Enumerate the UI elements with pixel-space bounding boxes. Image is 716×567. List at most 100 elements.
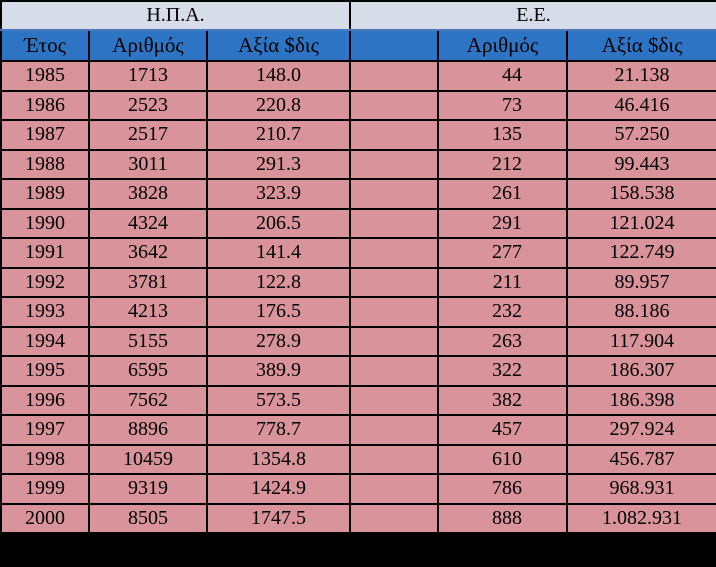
cell-year: 1999 bbox=[0, 473, 90, 505]
cell-usa-count: 2517 bbox=[88, 119, 208, 151]
mergers-table: Η.Π.Α. Ε.Ε. Έτος Αριθμός Αξία $δις Αριθμ… bbox=[0, 0, 716, 534]
header-spacer bbox=[349, 30, 440, 62]
cell-spacer bbox=[349, 207, 440, 239]
cell-spacer bbox=[349, 237, 440, 269]
header-usa-count: Αριθμός bbox=[88, 30, 208, 62]
cell-usa-value: 176.5 bbox=[205, 296, 352, 328]
header-eu-value: Αξία $δις bbox=[566, 30, 716, 62]
cell-usa-count: 3011 bbox=[88, 148, 208, 180]
table-row: 1991 3642 141.4 277 122.749 bbox=[0, 237, 716, 269]
cell-eu-value: 122.749 bbox=[566, 237, 716, 269]
cell-usa-value: 778.7 bbox=[205, 414, 352, 446]
column-header-row: Έτος Αριθμός Αξία $δις Αριθμός Αξία $δις bbox=[0, 30, 716, 62]
cell-spacer bbox=[349, 473, 440, 505]
cell-year: 1991 bbox=[0, 237, 90, 269]
cell-usa-value: 323.9 bbox=[205, 178, 352, 210]
cell-spacer bbox=[349, 414, 440, 446]
cell-usa-count: 4324 bbox=[88, 207, 208, 239]
cell-eu-value: 456.787 bbox=[566, 443, 716, 475]
cell-year: 1987 bbox=[0, 119, 90, 151]
cell-eu-value: 297.924 bbox=[566, 414, 716, 446]
cell-usa-value: 206.5 bbox=[205, 207, 352, 239]
cell-usa-count: 10459 bbox=[88, 443, 208, 475]
cell-year: 1992 bbox=[0, 266, 90, 298]
table-row: 1992 3781 122.8 211 89.957 bbox=[0, 266, 716, 298]
table-row: 1987 2517 210.7 135 57.250 bbox=[0, 119, 716, 151]
cell-year: 1989 bbox=[0, 178, 90, 210]
cell-eu-count: 135 bbox=[437, 119, 569, 151]
cell-eu-value: 186.307 bbox=[566, 355, 716, 387]
cell-usa-value: 278.9 bbox=[205, 325, 352, 357]
cell-usa-count: 8896 bbox=[88, 414, 208, 446]
cell-eu-value: 89.957 bbox=[566, 266, 716, 298]
cell-usa-count: 4213 bbox=[88, 296, 208, 328]
cell-eu-count: 457 bbox=[437, 414, 569, 446]
cell-spacer bbox=[349, 178, 440, 210]
cell-eu-count: 261 bbox=[437, 178, 569, 210]
cell-usa-count: 5155 bbox=[88, 325, 208, 357]
table-row: 1994 5155 278.9 263 117.904 bbox=[0, 325, 716, 357]
cell-usa-value: 220.8 bbox=[205, 89, 352, 121]
cell-usa-value: 1424.9 bbox=[205, 473, 352, 505]
group-eu: Ε.Ε. bbox=[349, 0, 716, 31]
cell-eu-value: 158.538 bbox=[566, 178, 716, 210]
cell-usa-value: 141.4 bbox=[205, 237, 352, 269]
cell-usa-count: 6595 bbox=[88, 355, 208, 387]
table-row: 1997 8896 778.7 457 297.924 bbox=[0, 414, 716, 446]
cell-spacer bbox=[349, 325, 440, 357]
cell-usa-count: 7562 bbox=[88, 384, 208, 416]
cell-usa-count: 1713 bbox=[88, 60, 208, 92]
cell-year: 1998 bbox=[0, 443, 90, 475]
cell-usa-value: 210.7 bbox=[205, 119, 352, 151]
cell-usa-count: 3642 bbox=[88, 237, 208, 269]
cell-year: 1986 bbox=[0, 89, 90, 121]
cell-eu-count: 610 bbox=[437, 443, 569, 475]
cell-usa-value: 1747.5 bbox=[205, 502, 352, 534]
group-header-row: Η.Π.Α. Ε.Ε. bbox=[0, 0, 716, 31]
table-row: 1986 2523 220.8 73 46.416 bbox=[0, 89, 716, 121]
cell-eu-count: 277 bbox=[437, 237, 569, 269]
cell-eu-value: 21.138 bbox=[566, 60, 716, 92]
cell-eu-value: 121.024 bbox=[566, 207, 716, 239]
cell-eu-value: 88.186 bbox=[566, 296, 716, 328]
header-eu-count: Αριθμός bbox=[437, 30, 569, 62]
cell-spacer bbox=[349, 148, 440, 180]
cell-spacer bbox=[349, 355, 440, 387]
cell-usa-count: 2523 bbox=[88, 89, 208, 121]
cell-eu-count: 291 bbox=[437, 207, 569, 239]
group-usa: Η.Π.Α. bbox=[0, 0, 352, 31]
cell-eu-count: 44 bbox=[437, 60, 569, 92]
table-row: 2000 8505 1747.5 888 1.082.931 bbox=[0, 502, 716, 534]
table-row: 1989 3828 323.9 261 158.538 bbox=[0, 178, 716, 210]
cell-year: 1985 bbox=[0, 60, 90, 92]
cell-spacer bbox=[349, 296, 440, 328]
cell-year: 1990 bbox=[0, 207, 90, 239]
cell-usa-value: 389.9 bbox=[205, 355, 352, 387]
cell-eu-count: 382 bbox=[437, 384, 569, 416]
table-row: 1985 1713 148.0 44 21.138 bbox=[0, 60, 716, 92]
cell-usa-value: 1354.8 bbox=[205, 443, 352, 475]
cell-eu-value: 968.931 bbox=[566, 473, 716, 505]
table-row: 1998 10459 1354.8 610 456.787 bbox=[0, 443, 716, 475]
cell-spacer bbox=[349, 89, 440, 121]
cell-eu-count: 888 bbox=[437, 502, 569, 534]
table-row: 1988 3011 291.3 212 99.443 bbox=[0, 148, 716, 180]
cell-eu-value: 186.398 bbox=[566, 384, 716, 416]
cell-usa-count: 3781 bbox=[88, 266, 208, 298]
cell-year: 1995 bbox=[0, 355, 90, 387]
cell-spacer bbox=[349, 60, 440, 92]
cell-spacer bbox=[349, 384, 440, 416]
cell-spacer bbox=[349, 443, 440, 475]
cell-usa-count: 8505 bbox=[88, 502, 208, 534]
cell-eu-value: 117.904 bbox=[566, 325, 716, 357]
cell-usa-value: 148.0 bbox=[205, 60, 352, 92]
header-usa-value: Αξία $δις bbox=[205, 30, 352, 62]
cell-year: 1993 bbox=[0, 296, 90, 328]
cell-year: 1996 bbox=[0, 384, 90, 416]
cell-eu-count: 211 bbox=[437, 266, 569, 298]
cell-eu-count: 322 bbox=[437, 355, 569, 387]
cell-eu-value: 46.416 bbox=[566, 89, 716, 121]
cell-usa-value: 122.8 bbox=[205, 266, 352, 298]
table-row: 1999 9319 1424.9 786 968.931 bbox=[0, 473, 716, 505]
cell-eu-value: 57.250 bbox=[566, 119, 716, 151]
